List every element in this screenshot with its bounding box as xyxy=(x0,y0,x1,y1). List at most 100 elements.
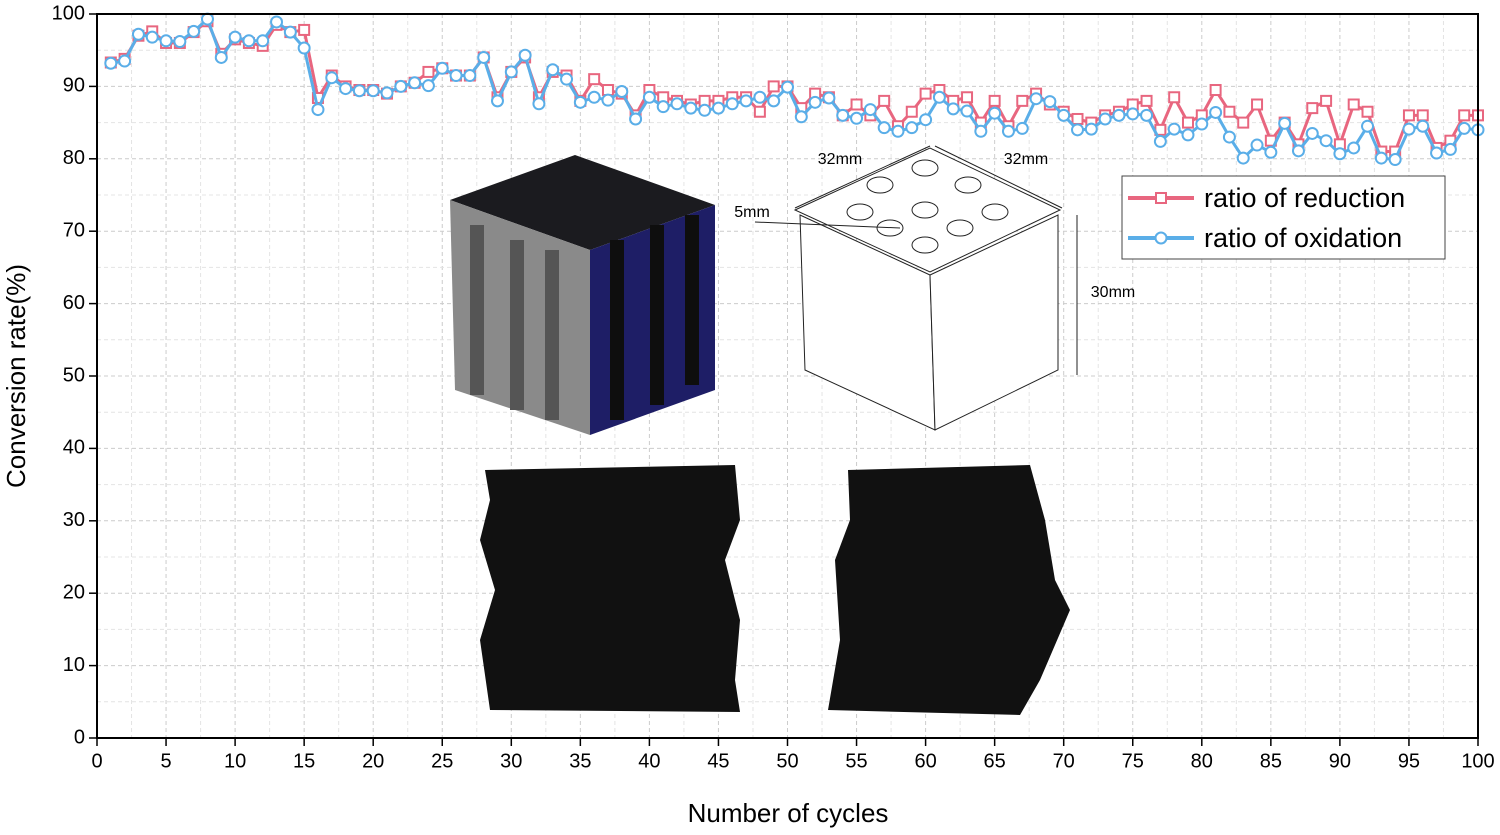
marker xyxy=(1347,141,1361,155)
x-tick-label: 50 xyxy=(776,750,798,772)
inset-sample-1 xyxy=(480,465,740,712)
marker xyxy=(435,61,449,75)
x-tick-label: 90 xyxy=(1329,750,1351,772)
marker xyxy=(1209,105,1223,119)
marker xyxy=(1167,122,1181,136)
marker xyxy=(739,94,753,108)
marker xyxy=(228,30,242,44)
series-line xyxy=(110,16,1479,162)
marker xyxy=(1457,121,1471,135)
x-tick-label: 25 xyxy=(431,750,453,772)
x-tick-label: 95 xyxy=(1398,750,1420,772)
annotation: 32mm xyxy=(818,151,862,168)
legend-label: ratio of reduction xyxy=(1204,183,1405,213)
marker xyxy=(767,80,780,93)
marker xyxy=(1278,116,1292,130)
marker xyxy=(1264,145,1278,159)
marker xyxy=(1361,119,1375,133)
marker xyxy=(1416,119,1430,133)
marker xyxy=(131,27,145,41)
marker xyxy=(822,91,836,105)
x-tick-label: 70 xyxy=(1053,750,1075,772)
marker xyxy=(863,103,877,117)
marker xyxy=(1181,116,1194,129)
marker xyxy=(684,101,698,115)
marker xyxy=(601,93,615,107)
marker xyxy=(546,63,560,77)
plot-frame xyxy=(96,13,1479,739)
annotation: 30mm xyxy=(1091,284,1135,301)
marker xyxy=(1402,122,1416,136)
x-tick-label: 45 xyxy=(707,750,729,772)
marker xyxy=(1430,146,1444,160)
legend-label: ratio of oxidation xyxy=(1204,223,1402,253)
marker xyxy=(1443,142,1457,156)
marker xyxy=(1319,134,1333,148)
marker xyxy=(1153,134,1167,148)
x-tick-label: 35 xyxy=(569,750,591,772)
inset-solid-block xyxy=(450,155,715,435)
marker xyxy=(504,65,518,79)
marker xyxy=(670,97,684,111)
marker xyxy=(836,108,850,122)
marker xyxy=(1223,105,1236,118)
marker xyxy=(1250,138,1264,152)
x-tick-label: 10 xyxy=(224,750,246,772)
marker xyxy=(1374,151,1388,165)
marker xyxy=(1098,112,1112,126)
marker xyxy=(1168,91,1181,104)
marker xyxy=(159,34,173,48)
marker xyxy=(1251,98,1264,111)
marker xyxy=(352,84,366,98)
marker xyxy=(408,76,422,90)
marker xyxy=(615,84,629,98)
y-tick-label: 30 xyxy=(63,509,85,531)
marker xyxy=(698,103,712,117)
x-tick-label: 100 xyxy=(1461,750,1494,772)
marker xyxy=(794,110,808,124)
marker xyxy=(711,101,725,115)
marker xyxy=(104,56,118,70)
marker xyxy=(601,84,614,97)
marker xyxy=(905,105,918,118)
marker xyxy=(283,25,297,39)
marker xyxy=(118,54,132,68)
marker xyxy=(988,94,1001,107)
marker xyxy=(919,87,932,100)
y-tick-label: 10 xyxy=(63,654,85,676)
marker xyxy=(808,95,822,109)
marker xyxy=(1222,130,1236,144)
marker xyxy=(878,94,891,107)
marker xyxy=(919,113,933,127)
x-tick-label: 5 xyxy=(160,750,171,772)
marker xyxy=(629,112,643,126)
marker xyxy=(1029,92,1043,106)
marker xyxy=(850,111,864,125)
marker xyxy=(1154,231,1168,245)
marker xyxy=(642,90,656,104)
marker xyxy=(1333,147,1347,161)
y-tick-label: 60 xyxy=(63,292,85,314)
x-axis-label: Number of cycles xyxy=(688,798,889,828)
marker xyxy=(891,124,905,138)
marker xyxy=(946,102,960,116)
marker xyxy=(1016,94,1029,107)
marker xyxy=(311,103,325,117)
marker xyxy=(1416,109,1429,122)
y-tick-label: 100 xyxy=(52,2,85,24)
y-tick-label: 0 xyxy=(74,726,85,748)
marker xyxy=(1155,192,1167,204)
marker xyxy=(1181,128,1195,142)
x-tick-label: 75 xyxy=(1122,750,1144,772)
marker xyxy=(532,97,546,111)
marker xyxy=(242,34,256,48)
inset-wireframe xyxy=(754,145,1078,431)
x-tick-label: 0 xyxy=(91,750,102,772)
marker xyxy=(449,69,463,83)
marker xyxy=(490,94,504,108)
marker xyxy=(1057,108,1071,122)
marker xyxy=(339,82,353,96)
marker xyxy=(960,104,974,118)
y-tick-label: 90 xyxy=(63,75,85,97)
marker xyxy=(422,65,435,78)
